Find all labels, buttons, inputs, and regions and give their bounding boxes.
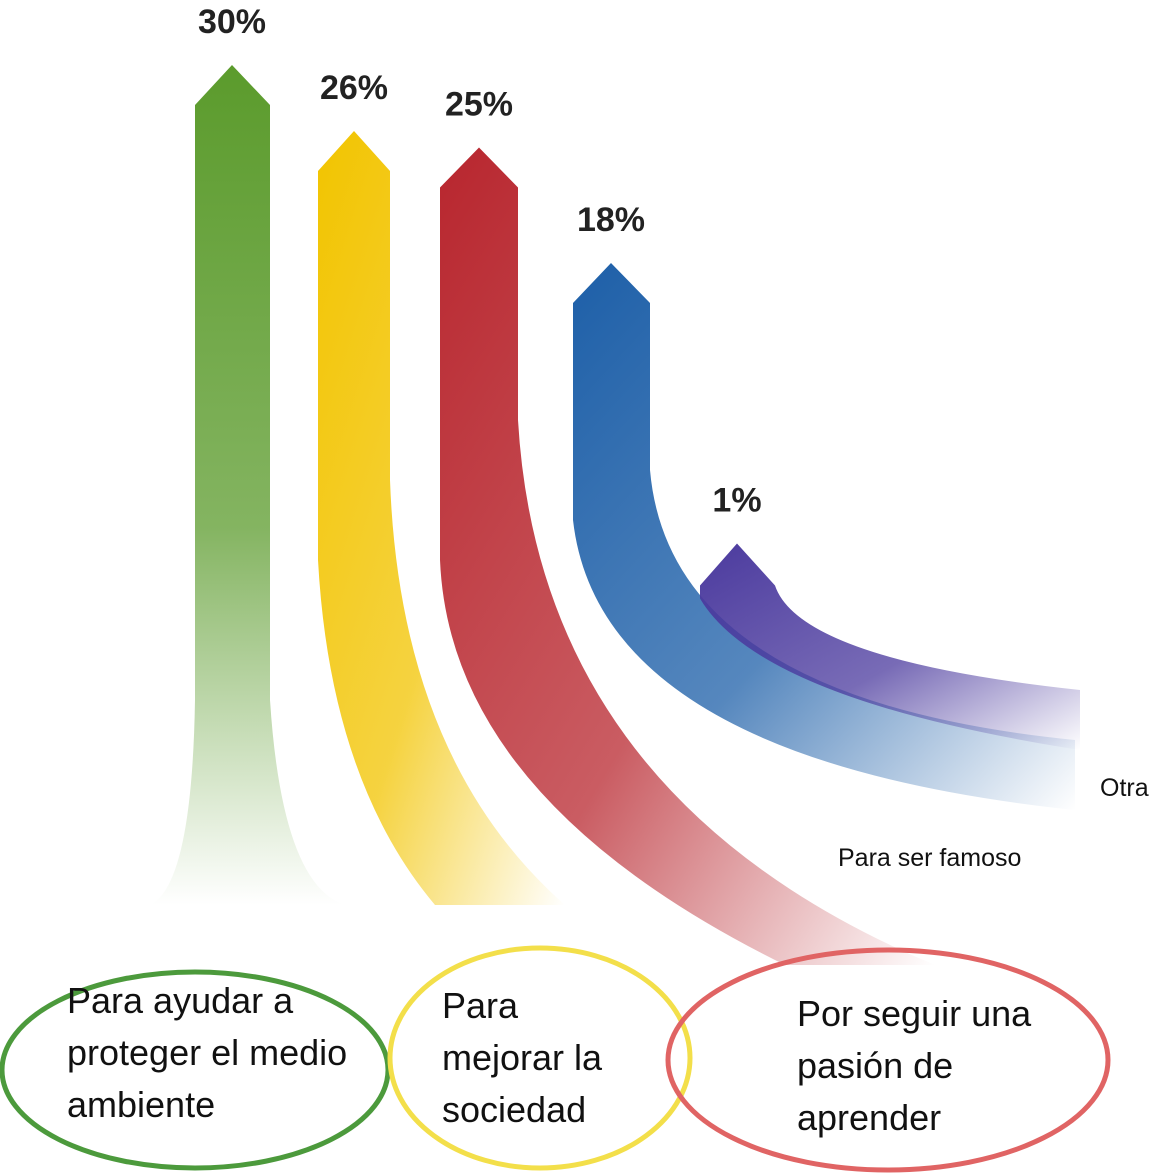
category-label: Para mejorar la sociedad	[442, 985, 603, 1130]
value-label: 18%	[577, 201, 645, 239]
red-ellipse	[665, 947, 1111, 1173]
value-label: 1%	[712, 482, 761, 520]
arrow	[700, 543, 1080, 750]
value-label: 30%	[198, 3, 266, 41]
arrow	[150, 65, 345, 905]
arrow	[573, 263, 1075, 810]
category-label: Para ser famoso	[838, 844, 1022, 872]
arrow	[440, 147, 935, 965]
category-label: Por seguir una pasión de aprender	[797, 993, 1032, 1138]
arrows: 30% 26% 25% 18% 1%	[150, 3, 1080, 965]
value-label: 26%	[320, 69, 388, 107]
value-label: 25%	[445, 86, 513, 124]
arrow	[318, 131, 565, 905]
category-label: Otra	[1100, 774, 1149, 802]
green-ellipse	[0, 969, 391, 1171]
yellow-ellipse	[387, 945, 693, 1171]
category-label: Para ayudar a proteger el medio ambiente	[67, 980, 348, 1125]
